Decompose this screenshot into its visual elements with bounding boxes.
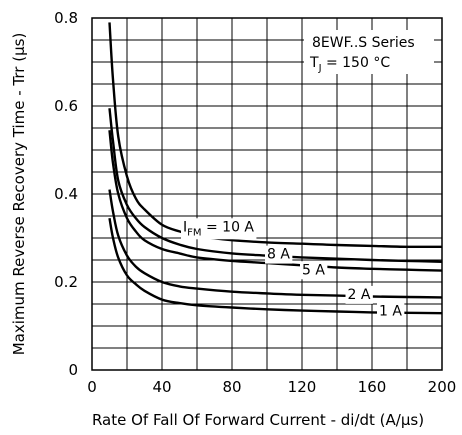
y-axis-title: Maximum Reverse Recovery Time - Trr (µs) [10,33,28,356]
temperature-symbol: T [309,55,319,71]
series-label-background [377,302,405,321]
x-tick-labels: 0 40 80 120 160 200 [87,378,456,396]
y-tick-label: 0.4 [54,185,78,203]
x-tick-label: 120 [288,378,317,396]
series-labels: IFM = 10 A 8 A 5 A 2 A 1 A [181,218,405,321]
series-label-2-a: 2 A [348,287,371,303]
series-curves [108,22,443,315]
series-label-5-a: 5 A [302,262,325,278]
y-tick-label: 0 [68,361,78,379]
x-tick-label: 160 [358,378,387,396]
x-axis-title: Rate Of Fall Of Forward Current - di/dt … [92,411,424,429]
temperature-annotation: TJ = 150 °C [309,55,390,74]
y-tick-label: 0.8 [54,9,78,27]
plot-frame [91,17,443,371]
series-line-8-a [108,108,443,263]
series-label-background [181,218,257,240]
series-label-8-a: 8 A [267,247,290,263]
temperature-subscript: J [318,63,322,74]
x-tick-label: 40 [152,378,171,396]
y-tick-labels: 0 0.2 0.4 0.6 0.8 [54,9,78,379]
annotation-background [304,30,434,74]
series-label-background [300,261,328,280]
temperature-value: = 150 °C [322,55,391,71]
series-label-background [345,285,373,304]
series-label-1-a: 1 A [379,303,402,319]
y-tick-label: 0.2 [54,273,78,291]
series-line-1-a [108,217,443,315]
x-tick-label: 0 [87,378,97,396]
x-tick-label: 80 [222,378,241,396]
series-label-background [265,245,293,264]
y-tick-label: 0.6 [54,97,78,115]
series-label-i-fm-10-a: IFM = 10 A [183,219,254,238]
x-tick-label: 200 [428,378,457,396]
series-name-annotation: 8EWF..S Series [312,35,415,51]
series-line-5-a [108,130,443,272]
